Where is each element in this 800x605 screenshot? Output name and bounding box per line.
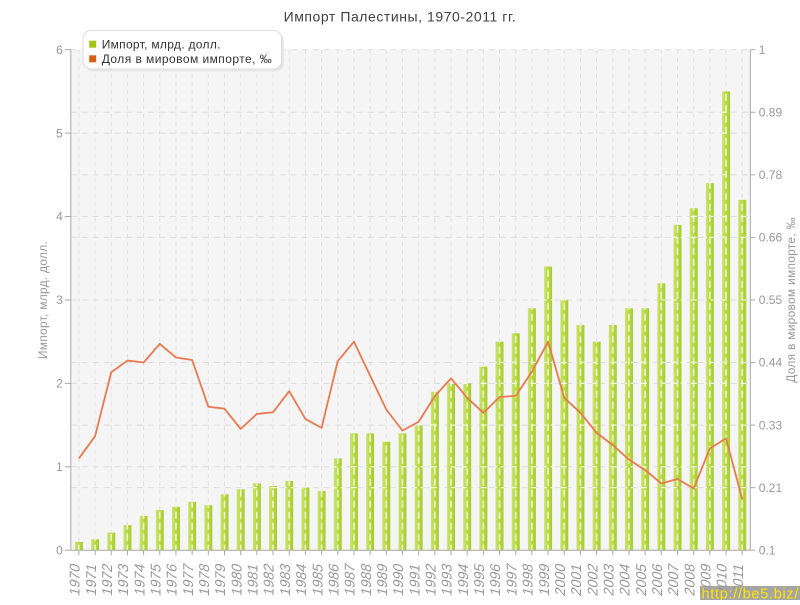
svg-text:0: 0 [56,543,63,557]
svg-text:Импорт, млрд. долл.: Импорт, млрд. долл. [36,241,50,359]
svg-text:1972: 1972 [100,562,116,598]
svg-text:1973: 1973 [116,562,132,598]
svg-text:1976: 1976 [165,562,181,598]
svg-text:1997: 1997 [505,562,521,598]
svg-text:1986: 1986 [327,562,343,598]
svg-text:0.1: 0.1 [759,543,776,557]
svg-text:1991: 1991 [408,562,424,598]
svg-text:0.44: 0.44 [759,356,783,370]
svg-text:1993: 1993 [440,562,456,598]
svg-text:2007: 2007 [666,562,682,598]
svg-text:0.78: 0.78 [759,168,783,182]
svg-text:1984: 1984 [294,562,310,598]
svg-text:http://be5.biz/: http://be5.biz/ [702,586,800,600]
svg-text:2008: 2008 [683,562,699,598]
svg-text:Доля в мировом импорте, ‰: Доля в мировом импорте, ‰ [784,217,798,383]
svg-text:2003: 2003 [602,562,618,598]
svg-text:0.33: 0.33 [759,418,783,432]
svg-text:2: 2 [56,377,63,391]
svg-text:3: 3 [56,293,63,307]
svg-text:1: 1 [759,43,766,57]
svg-text:0.55: 0.55 [759,293,783,307]
svg-text:1971: 1971 [84,562,100,598]
svg-text:1987: 1987 [343,562,359,598]
svg-text:1980: 1980 [230,562,246,598]
svg-text:1999: 1999 [537,562,553,598]
svg-text:5: 5 [56,126,63,140]
svg-text:1970: 1970 [68,562,84,598]
svg-text:1: 1 [56,460,63,474]
svg-text:2000: 2000 [553,562,569,598]
svg-text:2001: 2001 [569,562,585,598]
svg-text:1981: 1981 [246,562,262,598]
svg-text:1996: 1996 [488,562,504,598]
svg-text:1990: 1990 [391,562,407,598]
svg-text:1977: 1977 [181,562,197,598]
svg-text:Импорт Палестины, 1970-2011 гг: Импорт Палестины, 1970-2011 гг. [284,9,517,25]
svg-text:2005: 2005 [634,562,650,598]
svg-text:1988: 1988 [359,562,375,598]
svg-text:1995: 1995 [472,562,488,598]
svg-text:1975: 1975 [149,562,165,598]
svg-text:1994: 1994 [456,562,472,598]
svg-text:1974: 1974 [133,562,149,598]
svg-text:1989: 1989 [375,562,391,598]
svg-text:0.21: 0.21 [759,481,783,495]
svg-text:1983: 1983 [278,562,294,598]
svg-text:Доля в мировом импорте, ‰: Доля в мировом импорте, ‰ [102,52,273,66]
svg-text:2004: 2004 [618,562,634,598]
svg-text:1985: 1985 [310,562,326,598]
svg-text:6: 6 [56,43,63,57]
svg-text:2006: 2006 [650,562,666,598]
svg-text:Импорт, млрд. долл.: Импорт, млрд. долл. [102,38,221,52]
svg-text:1982: 1982 [262,562,278,598]
svg-text:1978: 1978 [197,562,213,598]
svg-text:0.66: 0.66 [759,231,783,245]
svg-text:1998: 1998 [521,562,537,598]
svg-text:0.89: 0.89 [759,105,783,119]
svg-text:1992: 1992 [424,562,440,598]
svg-text:1979: 1979 [213,562,229,598]
svg-text:4: 4 [56,210,63,224]
svg-text:2002: 2002 [586,562,602,598]
